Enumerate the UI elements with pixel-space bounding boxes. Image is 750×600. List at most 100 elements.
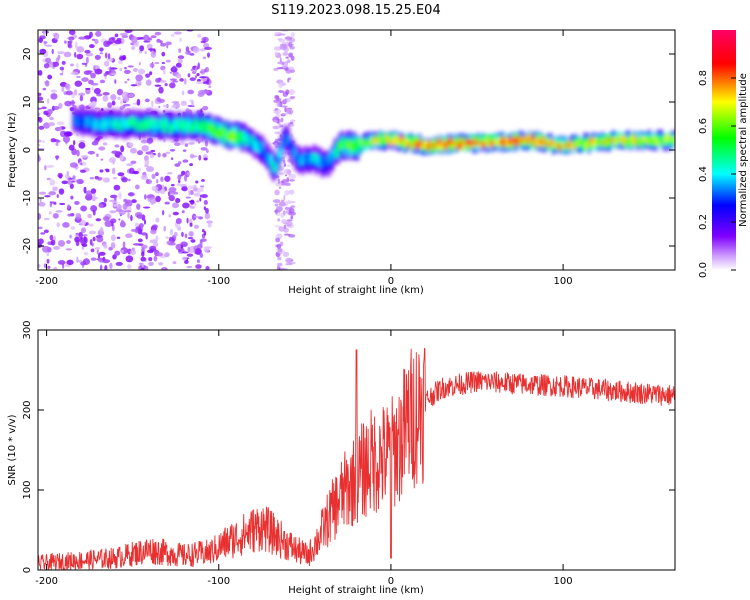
noise-speck xyxy=(177,161,182,165)
spectrogram-y-label: Frequency (Hz) xyxy=(7,112,18,188)
noise-speck xyxy=(46,98,50,104)
noise-speck xyxy=(38,264,41,268)
noise-speck xyxy=(110,94,117,101)
noise-speck xyxy=(112,254,117,260)
ridge-cell xyxy=(668,138,672,144)
noise-speck xyxy=(136,150,144,156)
noise-speck xyxy=(111,72,117,76)
noise-speck xyxy=(160,42,167,47)
noise-speck xyxy=(289,121,294,125)
ridge-cell xyxy=(652,135,656,141)
noise-speck xyxy=(79,95,84,102)
ridge-cell xyxy=(496,140,500,147)
noise-speck xyxy=(286,164,291,167)
noise-speck xyxy=(123,69,131,74)
noise-speck xyxy=(102,177,111,183)
noise-speck xyxy=(68,30,76,35)
noise-speck xyxy=(91,38,96,41)
ridge-cell xyxy=(462,143,466,150)
noise-speck xyxy=(188,189,191,196)
noise-speck xyxy=(145,73,150,78)
noise-speck xyxy=(38,201,46,207)
noise-speck xyxy=(148,257,153,262)
noise-speck xyxy=(109,262,113,270)
ridge-cell xyxy=(504,138,508,144)
noise-speck xyxy=(184,260,189,264)
noise-speck xyxy=(74,236,80,243)
noise-speck xyxy=(201,194,209,199)
noise-speck xyxy=(82,234,88,237)
ridge-cell xyxy=(292,147,296,157)
noise-speck xyxy=(137,82,142,85)
noise-speck xyxy=(143,34,150,42)
noise-speck xyxy=(278,89,282,93)
noise-speck xyxy=(134,222,140,227)
noise-speck xyxy=(122,241,126,249)
noise-speck xyxy=(90,205,98,212)
ridge-cell xyxy=(666,139,670,146)
noise-speck xyxy=(38,226,43,230)
noise-speck xyxy=(66,240,71,244)
noise-speck xyxy=(281,64,288,69)
noise-speck xyxy=(154,31,162,36)
noise-speck xyxy=(283,227,289,233)
noise-speck xyxy=(186,253,194,257)
noise-speck xyxy=(140,174,148,180)
noise-speck xyxy=(40,232,46,235)
noise-speck xyxy=(178,249,182,252)
noise-speck xyxy=(284,182,291,187)
noise-speck xyxy=(94,68,103,75)
noise-speck xyxy=(187,104,195,108)
noise-speck xyxy=(99,226,104,234)
spectrogram-x-tick-label: 0 xyxy=(388,276,394,287)
ridge-cell xyxy=(502,136,506,143)
noise-speck xyxy=(153,255,158,262)
spectrogram-x-ticks: -200 -100 0 100 xyxy=(35,30,573,287)
noise-speck xyxy=(183,78,187,85)
noise-speck xyxy=(85,87,91,90)
noise-speck xyxy=(47,265,51,269)
colorbar-gradient xyxy=(712,30,736,270)
noise-speck xyxy=(64,40,67,44)
noise-speck xyxy=(149,245,157,251)
noise-speck xyxy=(162,267,166,270)
noise-speck xyxy=(280,117,284,123)
noise-speck xyxy=(38,69,43,76)
noise-speck xyxy=(81,246,85,250)
noise-speck xyxy=(137,167,141,173)
noise-speck xyxy=(203,200,208,205)
ridge-cell xyxy=(163,124,167,133)
noise-speck xyxy=(59,72,64,76)
noise-speck xyxy=(200,68,206,75)
noise-speck xyxy=(204,66,209,73)
noise-speck xyxy=(164,201,170,205)
noise-speck xyxy=(163,225,167,232)
spectrogram-heatmap xyxy=(38,30,675,270)
ridge-cell xyxy=(451,143,455,149)
noise-speck xyxy=(46,258,50,264)
noise-speck xyxy=(127,192,134,197)
noise-speck xyxy=(275,182,284,187)
noise-speck xyxy=(283,210,286,215)
noise-speck xyxy=(70,226,76,230)
noise-speck xyxy=(147,48,156,51)
noise-speck xyxy=(70,195,74,200)
noise-speck xyxy=(80,227,87,234)
noise-speck xyxy=(119,32,128,36)
noise-speck xyxy=(38,37,43,43)
noise-speck xyxy=(103,60,110,67)
noise-speck xyxy=(131,199,137,204)
noise-speck xyxy=(208,85,212,89)
noise-speck xyxy=(80,219,87,226)
noise-speck xyxy=(288,52,294,57)
noise-speck xyxy=(45,44,53,47)
noise-speck xyxy=(277,33,286,36)
ridge-cell xyxy=(470,142,474,149)
noise-speck xyxy=(55,210,63,213)
noise-speck xyxy=(78,141,86,149)
noise-speck xyxy=(289,206,292,211)
noise-speck xyxy=(47,74,53,80)
noise-speck xyxy=(59,202,66,206)
noise-speck xyxy=(93,193,96,199)
noise-speck xyxy=(151,224,158,229)
